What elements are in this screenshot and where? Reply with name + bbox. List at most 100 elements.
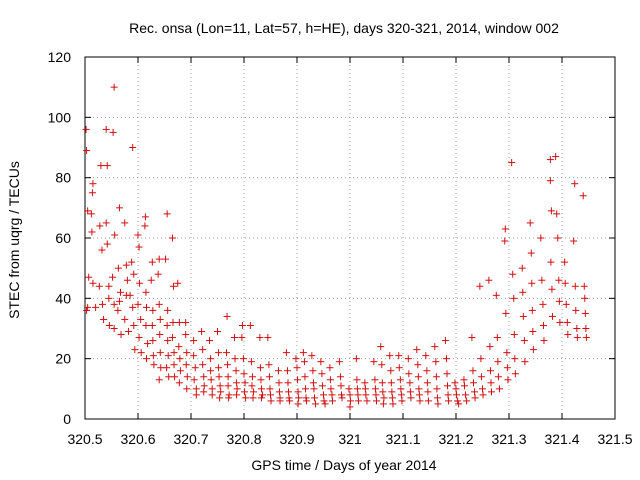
data-point	[434, 400, 442, 408]
data-point	[460, 376, 468, 384]
data-point	[432, 358, 440, 366]
data-point	[117, 331, 125, 339]
data-point	[141, 213, 149, 221]
data-point	[405, 370, 413, 378]
data-point	[414, 361, 422, 369]
data-point	[282, 349, 290, 357]
data-point	[207, 376, 215, 384]
data-point	[129, 303, 137, 311]
data-point	[345, 385, 353, 393]
data-point	[148, 258, 156, 266]
data-point	[380, 394, 388, 402]
data-point	[294, 400, 302, 408]
data-point	[326, 364, 334, 372]
data-point	[105, 282, 113, 290]
data-point	[240, 370, 248, 378]
data-point	[432, 373, 440, 381]
data-point	[88, 228, 96, 236]
data-point	[320, 391, 327, 399]
data-point	[141, 222, 149, 230]
data-point	[494, 373, 502, 381]
data-point	[223, 312, 231, 320]
data-point	[286, 397, 294, 405]
x-tick-label: 320.7	[173, 431, 208, 447]
data-point	[528, 279, 536, 287]
data-point	[129, 144, 137, 151]
data-point	[182, 361, 190, 369]
data-point	[171, 373, 179, 381]
data-point	[142, 321, 150, 329]
data-point	[89, 279, 97, 287]
data-point	[122, 261, 130, 269]
data-point	[84, 207, 92, 215]
data-point	[128, 258, 136, 266]
data-point	[573, 325, 581, 332]
y-tick-label: 120	[48, 49, 72, 65]
data-point	[555, 297, 563, 305]
data-point	[502, 309, 510, 317]
data-point	[318, 382, 326, 390]
data-point	[135, 334, 143, 342]
data-point	[190, 352, 198, 360]
data-point	[135, 243, 143, 251]
data-point	[521, 358, 529, 366]
data-point	[321, 400, 329, 408]
data-point	[581, 309, 589, 317]
data-point	[149, 306, 157, 314]
data-point	[215, 349, 223, 357]
data-point	[207, 355, 215, 363]
data-point	[471, 388, 479, 396]
data-point	[487, 379, 495, 387]
data-point	[413, 346, 421, 354]
data-point	[147, 276, 155, 284]
chart-title: Rec. onsa (Lon=11, Lat=57, h=HE), days 3…	[129, 20, 559, 36]
y-tick-label: 80	[55, 170, 71, 186]
data-point	[131, 346, 139, 354]
data-point	[352, 355, 360, 363]
data-point	[182, 318, 190, 326]
data-point	[397, 385, 405, 393]
data-point	[190, 376, 198, 384]
data-point	[354, 397, 362, 405]
data-point	[361, 379, 369, 387]
data-point	[257, 385, 265, 393]
data-point	[423, 367, 431, 375]
data-point	[441, 337, 449, 345]
data-point	[223, 349, 231, 357]
y-tick-label: 0	[63, 411, 71, 427]
data-point	[238, 321, 246, 329]
data-point	[130, 321, 138, 329]
data-point	[182, 331, 190, 339]
data-point	[372, 391, 380, 399]
data-point	[183, 349, 191, 357]
data-point	[130, 270, 138, 278]
data-point	[354, 391, 362, 399]
data-point	[353, 385, 361, 393]
data-point	[501, 237, 509, 245]
data-point	[312, 400, 320, 408]
data-point	[105, 294, 113, 302]
data-point	[554, 234, 562, 242]
data-point	[175, 379, 183, 387]
data-point	[103, 162, 111, 170]
data-point	[378, 379, 386, 387]
data-point	[581, 294, 589, 302]
data-point	[539, 300, 547, 308]
x-tick-label: 321.1	[385, 431, 420, 447]
data-point	[571, 180, 579, 188]
data-point	[387, 367, 395, 375]
data-point	[92, 303, 100, 311]
data-point	[546, 156, 554, 164]
data-point	[241, 379, 249, 387]
data-point	[110, 300, 118, 308]
data-point	[519, 288, 527, 296]
data-point	[155, 255, 163, 263]
data-point	[571, 282, 579, 290]
data-point	[134, 300, 142, 308]
data-point	[124, 328, 132, 336]
data-point	[100, 315, 108, 323]
data-point	[170, 361, 178, 369]
data-point	[388, 394, 396, 402]
data-point	[572, 306, 580, 314]
data-point	[200, 382, 208, 390]
